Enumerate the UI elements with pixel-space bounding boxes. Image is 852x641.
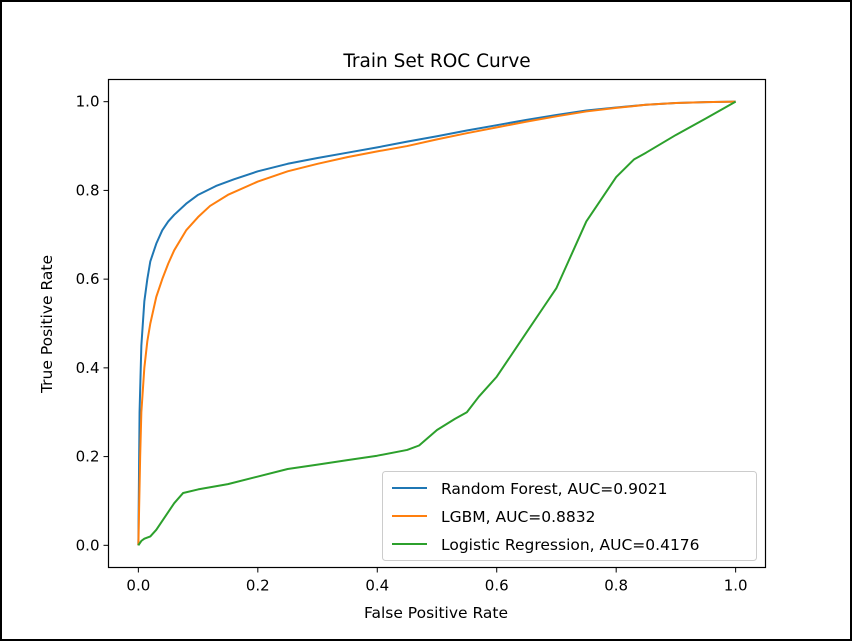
- x-tick-label: 0.8: [604, 577, 628, 595]
- plot-area: [107, 78, 767, 569]
- x-tick-label: 1.0: [724, 577, 748, 595]
- y-axis-label: True Positive Rate: [38, 255, 56, 394]
- legend-box: [382, 471, 757, 561]
- y-tick-label: 0.8: [76, 181, 100, 199]
- x-tick-label: 0.2: [246, 577, 270, 595]
- x-tick-label: 0.0: [126, 577, 150, 595]
- y-tick-label: 0.2: [76, 448, 100, 466]
- legend: Random Forest, AUC=0.9021 LGBM, AUC=0.883…: [382, 471, 757, 561]
- x-tick-label: 0.4: [365, 577, 389, 595]
- y-tick-label: 0.6: [76, 270, 100, 288]
- y-tick-label: 0.0: [76, 536, 100, 554]
- series-line-lgbm: [137, 100, 736, 546]
- y-tick-label: 1.0: [76, 93, 100, 111]
- legend-label-random-forest: Random Forest, AUC=0.9021: [441, 480, 668, 498]
- series-line-logistic-regression: [137, 100, 737, 546]
- x-axis-label: False Positive Rate: [364, 604, 508, 622]
- x-tick-label: 0.6: [485, 577, 509, 595]
- y-tick-label: 0.4: [76, 359, 100, 377]
- legend-label-lgbm: LGBM, AUC=0.8832: [441, 508, 596, 526]
- chart-title: Train Set ROC Curve: [342, 51, 530, 72]
- legend-label-logistic-regression: Logistic Regression, AUC=0.4176: [441, 536, 700, 554]
